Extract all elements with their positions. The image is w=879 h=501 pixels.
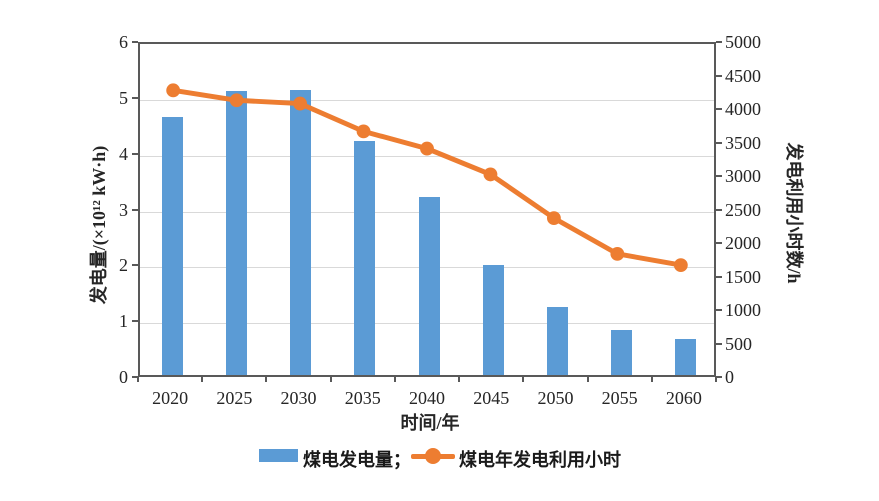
- left-axis-tick-label: 4: [119, 143, 128, 164]
- tick-mark: [716, 342, 722, 345]
- gridline: [140, 155, 714, 157]
- tick-mark: [716, 108, 722, 110]
- right-axis-tick-label: 3000: [725, 166, 761, 186]
- left-axis-tick-label: 5: [119, 87, 128, 108]
- bar: [675, 338, 697, 375]
- right-axis-tick-label: 500: [725, 333, 752, 354]
- right-axis-tick-label: 5000: [725, 32, 761, 52]
- legend-label-line: 煤电年发电利用小时: [459, 450, 621, 470]
- tick-mark: [716, 376, 722, 378]
- left-axis-tick-label: 3: [119, 199, 128, 220]
- line-point: [293, 96, 308, 111]
- tick-mark: [716, 74, 722, 77]
- line-series: [166, 83, 688, 273]
- x-axis-tick-label: 2045: [473, 388, 510, 408]
- tick-mark: [132, 264, 138, 267]
- left-axis-title: 发电量/(×10¹² kW·h): [89, 145, 109, 305]
- tick-mark: [201, 377, 204, 382]
- tick-mark: [716, 309, 722, 311]
- right-axis-tick-label: 0: [725, 367, 734, 387]
- tick-mark: [132, 376, 138, 378]
- bar: [290, 90, 312, 375]
- x-axis-title: 时间/年: [400, 413, 460, 433]
- right-axis-tick-label: 1000: [725, 300, 761, 320]
- tick-mark: [586, 377, 589, 382]
- right-axis-tick-label: 1500: [725, 266, 761, 287]
- line-point: [483, 167, 498, 182]
- x-axis-tick-label: 2060: [665, 388, 702, 408]
- x-axis-tick-label: 2030: [280, 388, 317, 408]
- line-point: [673, 258, 688, 273]
- left-axis-tick-label: 2: [119, 255, 128, 276]
- tick-mark: [137, 377, 139, 382]
- legend-line-dot-icon: [425, 448, 441, 464]
- x-axis-tick-label: 2050: [537, 388, 574, 408]
- tick-mark: [715, 377, 717, 382]
- bar: [225, 91, 247, 375]
- legend-label-bar: 煤电发电量；: [303, 450, 411, 470]
- right-axis-tick-label: 3500: [725, 132, 761, 153]
- tick-mark: [329, 377, 332, 382]
- legend-bar-swatch: [259, 449, 298, 462]
- x-axis-tick-label: 2055: [601, 388, 638, 408]
- gridline: [140, 99, 714, 101]
- tick-mark: [522, 377, 525, 382]
- line-path: [172, 87, 682, 268]
- line-point: [546, 211, 561, 226]
- right-axis-tick-label: 2000: [725, 233, 761, 253]
- bar: [418, 196, 440, 375]
- x-axis-tick-label: 2040: [409, 388, 445, 408]
- bar: [611, 330, 633, 375]
- tick-mark: [132, 152, 138, 155]
- right-axis-tick-label: 4500: [725, 65, 761, 86]
- tick-mark: [132, 41, 138, 43]
- x-axis-tick-label: 2035: [344, 388, 381, 408]
- right-axis-title: 发电利用小时数/h: [784, 142, 804, 284]
- tick-mark: [716, 275, 722, 278]
- x-axis-tick-label: 2025: [216, 388, 253, 408]
- tick-mark: [132, 96, 138, 99]
- left-axis-tick-label: 0: [119, 367, 128, 387]
- line-point: [356, 124, 371, 139]
- tick-mark: [650, 377, 653, 382]
- line-point: [610, 246, 625, 261]
- tick-mark: [716, 242, 722, 244]
- tick-mark: [716, 175, 722, 177]
- right-axis-tick-label: 4000: [725, 99, 761, 119]
- tick-mark: [716, 141, 722, 144]
- tick-mark: [132, 208, 138, 211]
- bar: [161, 117, 183, 375]
- bar: [354, 140, 376, 375]
- left-axis-tick-label: 6: [119, 32, 128, 52]
- left-axis-tick-label: 1: [119, 311, 128, 332]
- tick-mark: [265, 377, 268, 382]
- tick-mark: [393, 377, 396, 382]
- tick-mark: [716, 208, 722, 211]
- line-point: [420, 141, 434, 156]
- line-point: [166, 83, 181, 98]
- plot-area: [138, 42, 716, 377]
- tick-mark: [458, 377, 461, 382]
- tick-mark: [132, 320, 138, 323]
- bar: [546, 306, 568, 375]
- line-point: [229, 93, 244, 108]
- right-axis-tick-label: 2500: [725, 199, 761, 220]
- tick-mark: [716, 41, 722, 43]
- x-axis-tick-label: 2020: [152, 388, 189, 408]
- bar: [482, 265, 504, 375]
